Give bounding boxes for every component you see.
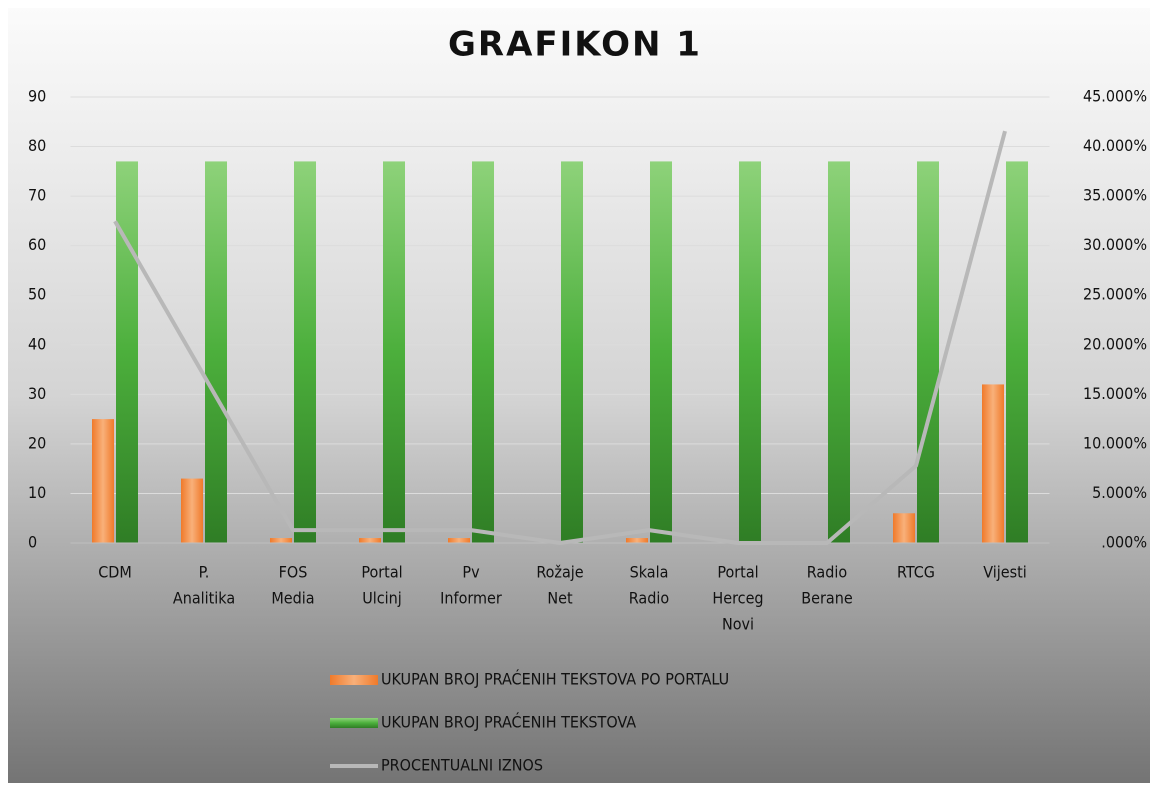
bar — [472, 161, 494, 543]
bar — [294, 161, 316, 543]
bar — [650, 161, 672, 543]
bar — [181, 478, 203, 543]
chart-title: GRAFIKON 1 — [448, 25, 702, 65]
x-tick-label: Informer — [440, 589, 502, 608]
y-tick-label: 0 — [28, 533, 37, 552]
x-tick-label: Radio — [629, 589, 670, 608]
y-tick-label: 30 — [28, 384, 46, 403]
x-tick-label: Vijesti — [983, 563, 1027, 582]
x-tick-label: Media — [271, 589, 314, 608]
bar — [383, 161, 405, 543]
y-tick-label: 80 — [28, 136, 46, 155]
y2-tick-label: 35.000% — [1083, 186, 1147, 205]
bar — [982, 384, 1004, 543]
x-tick-label: Novi — [722, 615, 754, 634]
y-tick-label: 10 — [28, 483, 46, 502]
x-tick-label: FOS — [279, 563, 308, 582]
x-tick-label: Ulcinj — [362, 589, 402, 608]
y2-tick-label: 5.000% — [1092, 483, 1147, 502]
legend-label: PROCENTUALNI IZNOS — [381, 756, 543, 775]
y2-tick-label: 45.000% — [1083, 87, 1147, 106]
y-tick-label: 40 — [28, 334, 46, 353]
y-tick-label: 90 — [28, 87, 46, 106]
x-tick-label: Herceg — [712, 589, 763, 608]
y-tick-label: 60 — [28, 235, 46, 254]
x-tick-label: Analitika — [173, 589, 235, 608]
legend-swatch — [330, 675, 378, 685]
bar — [359, 538, 381, 543]
x-tick-label: RTCG — [897, 563, 935, 582]
y-tick-label: 50 — [28, 285, 46, 304]
x-tick-label: Skala — [630, 563, 669, 582]
y2-tick-label: 40.000% — [1083, 136, 1147, 155]
x-tick-label: Radio — [807, 563, 848, 582]
y2-tick-label: 30.000% — [1083, 235, 1147, 254]
line-series — [113, 130, 1007, 545]
bar — [448, 538, 470, 543]
x-tick-label: Net — [547, 589, 573, 608]
y-tick-label: 70 — [28, 186, 46, 205]
bar — [626, 538, 648, 543]
x-tick-label: Berane — [801, 589, 853, 608]
bar — [1006, 161, 1028, 543]
y2-tick-label: .000% — [1101, 533, 1147, 552]
y-tick-label: 20 — [28, 433, 46, 452]
bar — [270, 538, 292, 543]
bar — [561, 161, 583, 543]
x-tick-label: Pv — [462, 563, 480, 582]
x-tick-label: CDM — [98, 563, 132, 582]
bar — [205, 161, 227, 543]
bar — [893, 513, 915, 543]
bar — [828, 161, 850, 543]
x-tick-label: Rožaje — [536, 563, 583, 582]
y2-tick-label: 20.000% — [1083, 334, 1147, 353]
x-tick-label: P. — [199, 563, 210, 582]
legend-label: UKUPAN BROJ PRAĆENIH TEKSTOVA PO PORTALU — [381, 670, 729, 689]
y2-tick-label: 10.000% — [1083, 433, 1147, 452]
bar — [917, 161, 939, 543]
x-tick-label: Portal — [361, 563, 402, 582]
y2-tick-label: 15.000% — [1083, 384, 1147, 403]
bar — [116, 161, 138, 543]
y2-tick-label: 25.000% — [1083, 285, 1147, 304]
bar — [92, 419, 114, 543]
legend-label: UKUPAN BROJ PRAĆENIH TEKSTOVA — [381, 713, 636, 732]
legend-swatch — [330, 718, 378, 728]
x-tick-label: Portal — [717, 563, 758, 582]
bar — [739, 161, 761, 543]
